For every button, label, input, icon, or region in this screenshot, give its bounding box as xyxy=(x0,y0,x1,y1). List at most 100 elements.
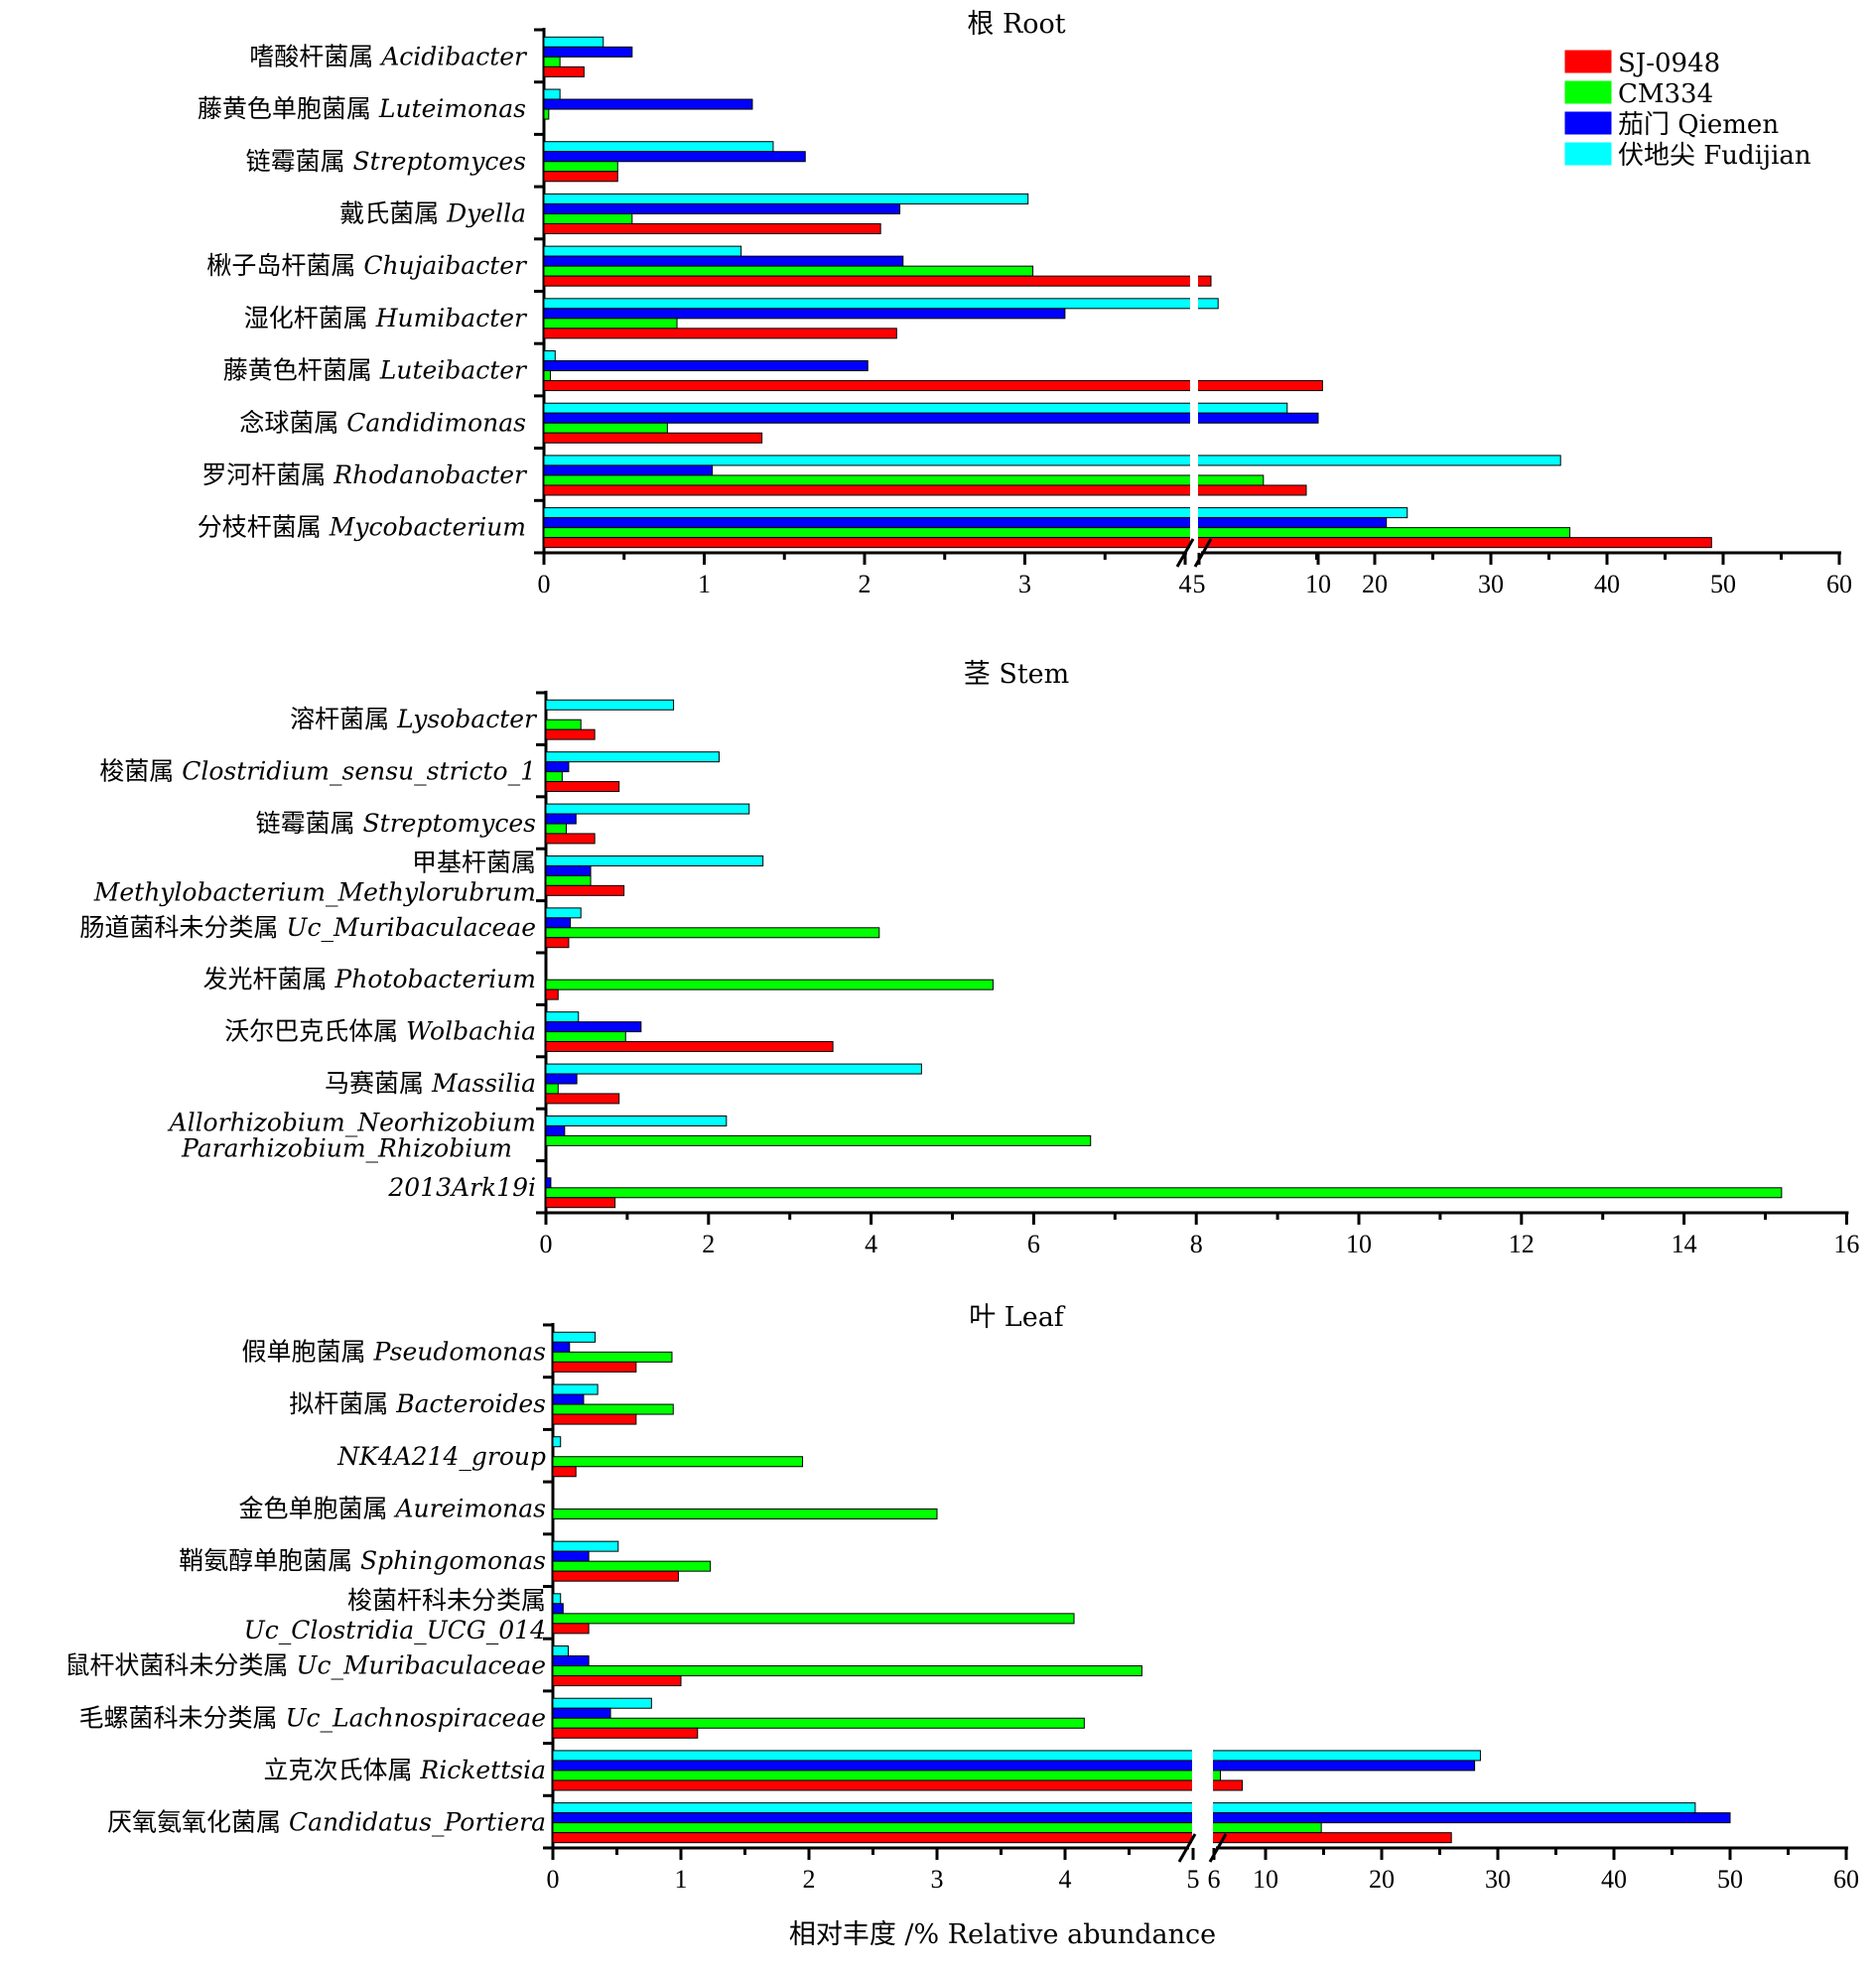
bar-cm334 xyxy=(543,161,618,173)
bar-fudijian xyxy=(543,350,556,362)
x-tick-label: 50 xyxy=(1710,570,1736,598)
category-label: NK4A214_group xyxy=(336,1442,546,1471)
category-label-latin: Uc_Clostridia_UCG_014 xyxy=(244,1616,546,1644)
bar-fudijian xyxy=(552,1436,562,1448)
x-axis-label: 相对丰度 /% Relative abundance xyxy=(789,1919,1216,1950)
bar-fudijian xyxy=(545,854,764,866)
x-tick-label: 50 xyxy=(1717,1865,1743,1894)
bar-fudijian xyxy=(543,245,742,257)
bar-fudijian xyxy=(545,1011,580,1023)
legend-label: 茄门 Qiemen xyxy=(1618,110,1779,140)
category-label: 发光杆菌属 Photobacterium xyxy=(202,965,536,993)
bar-cm334 xyxy=(552,1403,674,1415)
bar-sj0948 xyxy=(545,1093,620,1105)
x-tick-label: 30 xyxy=(1485,1865,1511,1894)
bar-cm334 xyxy=(552,1456,804,1468)
bar-qiemen xyxy=(543,202,901,214)
category-label: 湿化杆菌属 Humibacter xyxy=(244,304,528,332)
panel-title: 根 Root xyxy=(967,9,1065,40)
bar-cm334 xyxy=(543,212,633,224)
bar-fudijian xyxy=(552,1750,1481,1762)
bar-qiemen xyxy=(543,308,1066,320)
bar-sj0948 xyxy=(552,1779,1244,1791)
bar-cm334 xyxy=(552,1665,1142,1677)
x-tick-label: 10 xyxy=(1346,1230,1372,1258)
panel-1: 茎 Stem 溶杆菌属 Lysobacter 梭菌属 Clostridium_sen… xyxy=(79,659,1859,1258)
x-tick-label: 1 xyxy=(698,570,711,598)
bar-qiemen xyxy=(545,917,572,929)
bar-qiemen xyxy=(545,1177,552,1189)
bar-cm334 xyxy=(552,1613,1075,1625)
axis-break-gap xyxy=(1192,1325,1213,1846)
bar-cm334 xyxy=(545,1083,559,1095)
x-tick-label: 0 xyxy=(538,570,551,598)
bar-sj0948 xyxy=(545,1041,834,1053)
bar-fudijian xyxy=(543,455,1561,466)
category-label: 金色单胞菌属 Aureimonas xyxy=(239,1494,546,1522)
category-label: 马赛菌属 Massilia xyxy=(325,1069,536,1098)
bar-cm334 xyxy=(543,474,1265,486)
bar-sj0948 xyxy=(552,1570,679,1582)
bar-qiemen xyxy=(543,360,869,372)
category-label: 念球菌属 Candidimonas xyxy=(239,408,526,437)
x-tick-label: 12 xyxy=(1509,1230,1535,1258)
x-tick-label: 2 xyxy=(803,1865,816,1894)
bar-cm334 xyxy=(545,1134,1092,1146)
category-label-latin: Pararhizobium_Rhizobium xyxy=(181,1133,512,1162)
x-tick-label: 3 xyxy=(931,1865,944,1894)
bar-fudijian xyxy=(552,1593,562,1605)
axis-break-gap xyxy=(1190,30,1198,551)
bar-qiemen xyxy=(552,1393,585,1405)
x-tick-label: 4 xyxy=(1179,570,1192,598)
bar-sj0948 xyxy=(545,937,570,949)
legend-swatch xyxy=(1564,80,1612,104)
category-label: 鞘氨醇单胞菌属 Sphingomonas xyxy=(179,1546,546,1575)
bar-cm334 xyxy=(543,527,1571,539)
bar-sj0948 xyxy=(543,171,618,183)
category-label: 肠道菌科未分类属 Uc_Muribaculaceae xyxy=(79,913,536,942)
bar-sj0948 xyxy=(545,988,559,1000)
category-label: 梭菌杆科未分类属 xyxy=(347,1586,546,1615)
bar-qiemen xyxy=(552,1603,564,1615)
legend-swatch xyxy=(1564,50,1612,73)
bar-qiemen xyxy=(543,46,633,58)
bar-fudijian xyxy=(545,1063,922,1075)
bar-qiemen xyxy=(545,761,570,773)
category-label: 罗河杆菌属 Rhodanobacter xyxy=(201,460,528,489)
bar-qiemen xyxy=(545,864,592,876)
bar-sj0948 xyxy=(543,484,1307,496)
bar-sj0948 xyxy=(552,1727,699,1739)
category-label: 楸子岛杆菌属 Chujaibacter xyxy=(206,251,528,280)
bar-qiemen xyxy=(545,1124,566,1136)
category-label: 沃尔巴克氏体属 Wolbachia xyxy=(224,1017,536,1046)
bar-sj0948 xyxy=(552,1361,637,1373)
bar-sj0948 xyxy=(543,275,1212,287)
x-tick-label: 5 xyxy=(1193,570,1206,598)
bar-sj0948 xyxy=(552,1413,637,1425)
x-tick-label: 14 xyxy=(1672,1230,1697,1258)
axis-break-mark xyxy=(1177,1833,1197,1863)
category-label: 分枝杆菌属 Mycobacterium xyxy=(198,513,526,542)
category-label: 拟杆菌属 Bacteroides xyxy=(289,1389,546,1418)
bar-cm334 xyxy=(545,874,592,886)
panel-title: 茎 Stem xyxy=(964,659,1070,690)
legend-label: SJ-0948 xyxy=(1618,49,1720,78)
bar-sj0948 xyxy=(552,1675,682,1687)
bar-sj0948 xyxy=(543,537,1712,549)
category-label: 假单胞菌属 Pseudomonas xyxy=(242,1337,546,1366)
x-tick-label: 4 xyxy=(865,1230,877,1258)
x-tick-label: 60 xyxy=(1833,1865,1859,1894)
x-tick-label: 60 xyxy=(1826,570,1852,598)
category-label: 厌氧氨氧化菌属 Candidatus_Portiera xyxy=(107,1808,546,1837)
panel-0: 根 Root 嗜酸杆菌属 Acidibacter 藤黄色单胞菌属 Luteimona… xyxy=(198,9,1852,598)
bar-cm334 xyxy=(543,56,561,67)
bar-cm334 xyxy=(552,1560,712,1572)
bar-cm334 xyxy=(543,265,1034,277)
bar-fudijian xyxy=(552,1645,569,1657)
bar-qiemen xyxy=(545,1021,642,1033)
bar-cm334 xyxy=(545,1031,626,1043)
bar-sj0948 xyxy=(545,781,620,793)
panel-2: 叶 Leaf 假单胞菌属 Pseudomonas 拟杆菌属 Bacteroides N… xyxy=(65,1302,1859,1894)
x-tick-label: 40 xyxy=(1601,1865,1627,1894)
